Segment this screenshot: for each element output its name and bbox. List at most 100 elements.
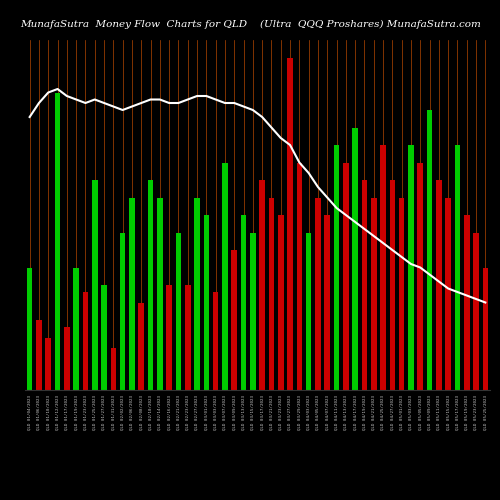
Bar [334, 145, 340, 390]
Text: QLD 01/17/2023: QLD 01/17/2023 [65, 395, 69, 430]
Text: QLD 01/12/2023: QLD 01/12/2023 [56, 395, 60, 430]
Text: QLD 03/15/2023: QLD 03/15/2023 [251, 395, 255, 430]
Text: QLD 04/03/2023: QLD 04/03/2023 [306, 395, 310, 430]
Text: QLD 04/21/2023: QLD 04/21/2023 [372, 395, 376, 430]
Text: QLD 05/17/2023: QLD 05/17/2023 [456, 395, 460, 430]
Text: QLD 02/23/2023: QLD 02/23/2023 [186, 395, 190, 430]
Text: QLD 05/19/2023: QLD 05/19/2023 [465, 395, 469, 430]
Bar [250, 232, 256, 390]
Text: QLD 05/15/2023: QLD 05/15/2023 [446, 395, 450, 430]
Bar [222, 162, 228, 390]
Text: QLD 01/25/2023: QLD 01/25/2023 [93, 395, 97, 430]
Bar [120, 232, 126, 390]
Text: QLD 05/11/2023: QLD 05/11/2023 [437, 395, 441, 430]
Text: QLD 02/14/2023: QLD 02/14/2023 [158, 395, 162, 430]
Bar [352, 128, 358, 390]
Bar [166, 285, 172, 390]
Text: QLD 04/17/2023: QLD 04/17/2023 [353, 395, 357, 430]
Text: QLD 04/07/2023: QLD 04/07/2023 [325, 395, 329, 430]
Bar [343, 162, 348, 390]
Bar [64, 327, 70, 390]
Text: QLD 05/03/2023: QLD 05/03/2023 [409, 395, 413, 430]
Bar [371, 198, 376, 390]
Text: QLD 01/19/2023: QLD 01/19/2023 [74, 395, 78, 430]
Bar [436, 180, 442, 390]
Text: QLD 04/11/2023: QLD 04/11/2023 [334, 395, 338, 430]
Text: QLD 03/09/2023: QLD 03/09/2023 [232, 395, 236, 430]
Bar [176, 232, 181, 390]
Text: QLD 05/05/2023: QLD 05/05/2023 [418, 395, 422, 430]
Text: QLD 03/29/2023: QLD 03/29/2023 [298, 395, 302, 430]
Bar [482, 268, 488, 390]
Bar [138, 302, 144, 390]
Bar [464, 215, 469, 390]
Text: QLD 05/25/2023: QLD 05/25/2023 [484, 395, 488, 430]
Text: QLD 04/13/2023: QLD 04/13/2023 [344, 395, 348, 430]
Text: QLD 03/17/2023: QLD 03/17/2023 [260, 395, 264, 430]
Bar [324, 215, 330, 390]
Text: QLD 02/21/2023: QLD 02/21/2023 [176, 395, 180, 430]
Bar [110, 348, 116, 390]
Text: QLD 03/07/2023: QLD 03/07/2023 [223, 395, 227, 430]
Text: QLD 02/08/2023: QLD 02/08/2023 [139, 395, 143, 430]
Text: QLD 01/27/2023: QLD 01/27/2023 [102, 395, 106, 430]
Bar [82, 292, 88, 390]
Bar [474, 232, 479, 390]
Bar [148, 180, 154, 390]
Bar [185, 285, 190, 390]
Bar [418, 162, 423, 390]
Text: QLD 04/19/2023: QLD 04/19/2023 [362, 395, 366, 430]
Text: QLD 04/25/2023: QLD 04/25/2023 [381, 395, 385, 430]
Text: QLD 01/06/2023: QLD 01/06/2023 [37, 395, 41, 430]
Bar [390, 180, 395, 390]
Bar [213, 292, 218, 390]
Text: QLD 03/03/2023: QLD 03/03/2023 [214, 395, 218, 430]
Bar [92, 180, 98, 390]
Bar [36, 320, 42, 390]
Bar [157, 198, 162, 390]
Text: QLD 02/02/2023: QLD 02/02/2023 [120, 395, 124, 430]
Bar [408, 145, 414, 390]
Bar [427, 110, 432, 390]
Text: MunafaSutra  Money Flow  Charts for QLD: MunafaSutra Money Flow Charts for QLD [20, 20, 247, 29]
Text: QLD 03/21/2023: QLD 03/21/2023 [270, 395, 274, 430]
Bar [380, 145, 386, 390]
Text: QLD 04/27/2023: QLD 04/27/2023 [390, 395, 394, 430]
Bar [362, 180, 367, 390]
Bar [278, 215, 283, 390]
Bar [399, 198, 404, 390]
Bar [306, 232, 312, 390]
Text: QLD 02/27/2023: QLD 02/27/2023 [195, 395, 199, 430]
Bar [241, 215, 246, 390]
Bar [129, 198, 134, 390]
Bar [46, 338, 51, 390]
Bar [296, 162, 302, 390]
Bar [446, 198, 451, 390]
Text: QLD 02/06/2023: QLD 02/06/2023 [130, 395, 134, 430]
Text: QLD 01/04/2023: QLD 01/04/2023 [28, 395, 32, 430]
Text: QLD 03/13/2023: QLD 03/13/2023 [242, 395, 246, 430]
Bar [102, 285, 107, 390]
Bar [27, 268, 32, 390]
Text: QLD 01/31/2023: QLD 01/31/2023 [112, 395, 116, 430]
Text: QLD 03/23/2023: QLD 03/23/2023 [279, 395, 283, 430]
Text: QLD 04/05/2023: QLD 04/05/2023 [316, 395, 320, 430]
Text: QLD 03/01/2023: QLD 03/01/2023 [204, 395, 208, 430]
Text: (Ultra  QQQ Proshares) MunafaSutra.com: (Ultra QQQ Proshares) MunafaSutra.com [260, 20, 481, 29]
Bar [74, 268, 79, 390]
Bar [194, 198, 200, 390]
Bar [454, 145, 460, 390]
Bar [204, 215, 209, 390]
Bar [260, 180, 265, 390]
Text: QLD 05/01/2023: QLD 05/01/2023 [400, 395, 404, 430]
Bar [55, 92, 60, 390]
Bar [288, 58, 293, 390]
Text: QLD 03/27/2023: QLD 03/27/2023 [288, 395, 292, 430]
Text: QLD 02/16/2023: QLD 02/16/2023 [167, 395, 171, 430]
Bar [315, 198, 320, 390]
Text: QLD 05/09/2023: QLD 05/09/2023 [428, 395, 432, 430]
Text: QLD 02/10/2023: QLD 02/10/2023 [148, 395, 152, 430]
Bar [268, 198, 274, 390]
Text: QLD 01/23/2023: QLD 01/23/2023 [84, 395, 87, 430]
Text: QLD 01/10/2023: QLD 01/10/2023 [46, 395, 50, 430]
